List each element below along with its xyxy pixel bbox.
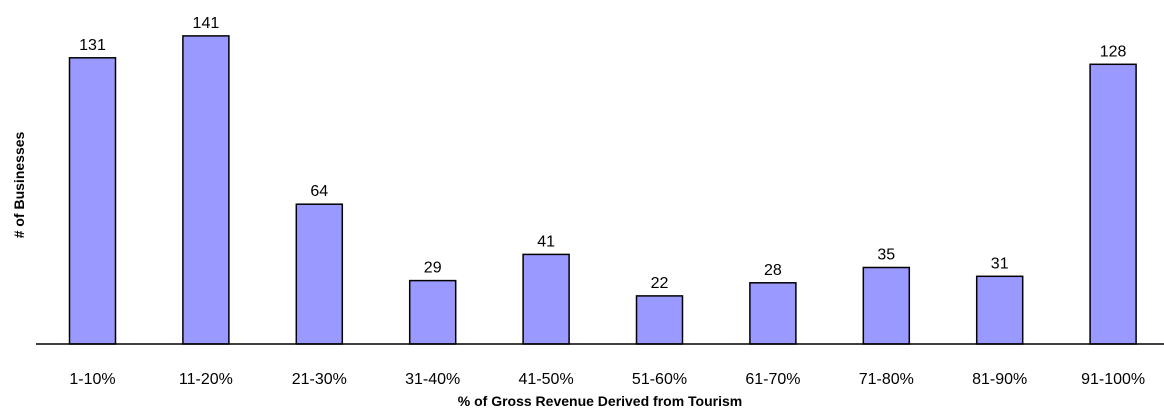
value-label: 31 bbox=[991, 255, 1009, 272]
bar-51-60% bbox=[635, 295, 684, 345]
value-label: 41 bbox=[537, 233, 555, 250]
bars-layer bbox=[68, 35, 1137, 345]
bar-91-100% bbox=[1089, 63, 1137, 345]
value-label: 128 bbox=[1100, 43, 1127, 60]
value-label: 28 bbox=[764, 262, 782, 279]
bar-71-80% bbox=[862, 266, 911, 345]
x-tick-label: 41-50% bbox=[519, 371, 574, 388]
x-tick-labels-layer: 1-10% 11-20% 21-30% 31-40% 41-50% 51-60% 61-70… bbox=[69, 371, 1145, 388]
bar-21-30% bbox=[295, 203, 344, 345]
bar-11-20% bbox=[182, 35, 230, 345]
value-label: 29 bbox=[424, 260, 442, 277]
value-labels-layer: 131 141 64 29 41 22 28 35 31 128 bbox=[79, 15, 1126, 292]
x-tick-label: 1-10% bbox=[69, 371, 115, 388]
value-label: 22 bbox=[651, 275, 669, 292]
bar-81-90% bbox=[975, 275, 1024, 345]
value-label: 64 bbox=[310, 183, 328, 200]
x-axis-title: % of Gross Revenue Derived from Tourism bbox=[458, 393, 742, 409]
value-label: 35 bbox=[877, 247, 895, 264]
value-label: 141 bbox=[193, 15, 220, 32]
bar-41-50% bbox=[522, 253, 570, 345]
x-tick-label: 81-90% bbox=[972, 371, 1027, 388]
x-tick-label: 71-80% bbox=[859, 371, 914, 388]
x-tick-label: 11-20% bbox=[179, 371, 233, 388]
bar-1-10% bbox=[68, 57, 117, 345]
value-label: 131 bbox=[79, 37, 106, 54]
x-tick-label: 91-100% bbox=[1081, 371, 1145, 388]
y-axis-title: # of Businesses bbox=[11, 131, 27, 238]
bar-61-70% bbox=[749, 282, 797, 345]
x-tick-label: 51-60% bbox=[632, 371, 687, 388]
x-tick-label: 31-40% bbox=[405, 371, 460, 388]
x-tick-label: 21-30% bbox=[292, 371, 347, 388]
bar-31-40% bbox=[408, 279, 457, 345]
x-tick-label: 61-70% bbox=[745, 371, 800, 388]
